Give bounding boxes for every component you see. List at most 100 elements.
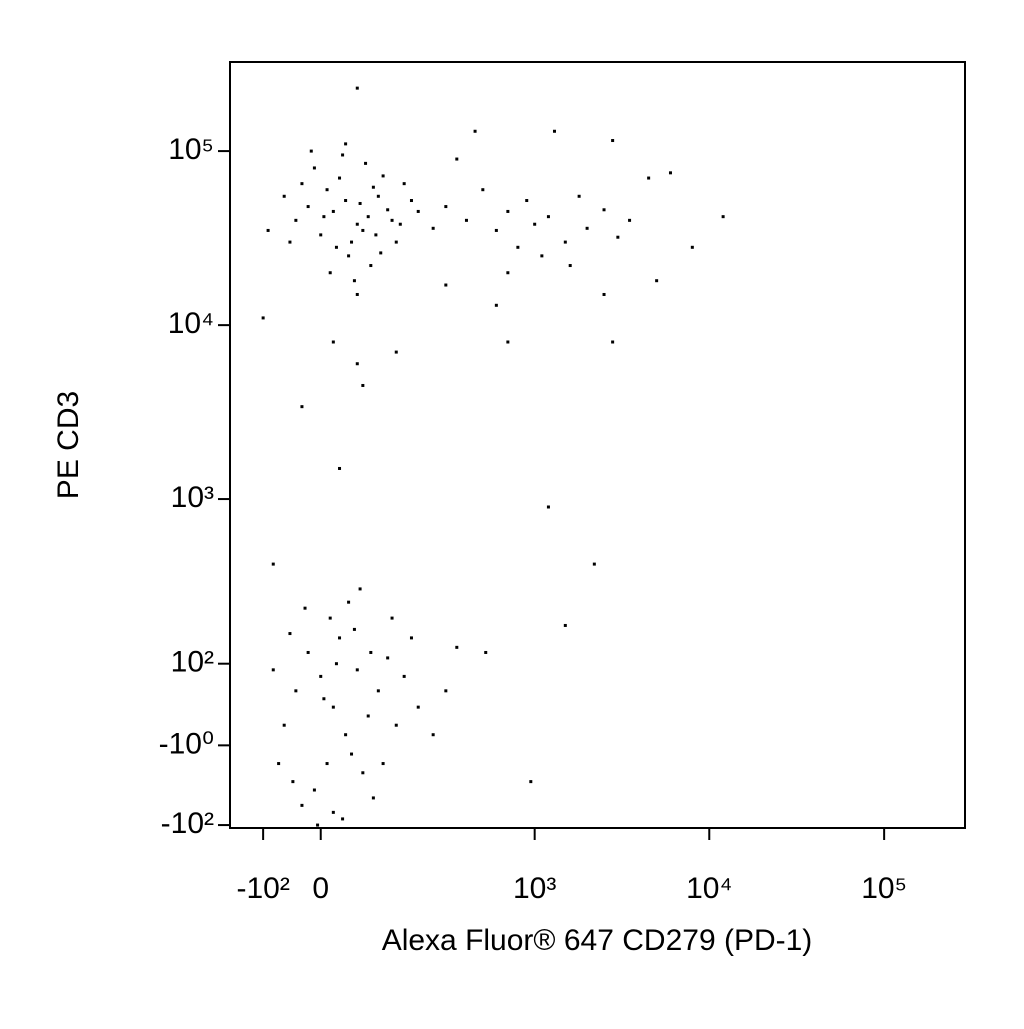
scatter-point [481,188,485,192]
scatter-point [464,218,468,222]
scatter-point [506,340,510,344]
y-tick-label: 10⁴ [168,307,214,340]
scatter-point [271,668,275,672]
scatter-point [402,674,406,678]
scatter-point [386,656,390,660]
scatter-point [355,292,359,296]
scatter-point [647,176,651,180]
scatter-point [529,780,533,784]
scatter-point [379,251,383,255]
scatter-point [402,182,406,186]
scatter-point [261,316,265,320]
y-tick-label: 10² [171,646,214,679]
scatter-point [563,240,567,244]
scatter-point [616,235,620,239]
scatter-point [352,627,356,631]
scatter-point [611,340,615,344]
scatter-point [277,762,281,766]
scatter-point [371,796,375,800]
scatter-point [338,466,342,470]
plot-frame [229,61,966,829]
scatter-point [628,218,632,222]
scatter-point [338,636,342,640]
scatter-point [364,161,368,165]
scatter-point [361,383,365,387]
scatter-point [361,228,365,232]
scatter-point [444,283,448,287]
scatter-point [355,362,359,366]
scatter-point [381,174,385,178]
scatter-point [416,705,420,709]
scatter-point [350,240,354,244]
scatter-point [376,194,380,198]
scatter-point [611,139,615,143]
scatter-point [288,240,292,244]
scatter-point [473,129,477,133]
scatter-point [444,689,448,693]
scatter-point [374,233,378,237]
scatter-point [386,208,390,212]
scatter-point [563,623,567,627]
scatter-point [369,264,373,268]
scatter-point [376,689,380,693]
scatter-point [341,153,345,157]
y-tick-label: -10⁰ [159,727,214,760]
scatter-point [344,199,348,203]
scatter-point [306,205,310,209]
scatter-point [338,176,342,180]
scatter-point [303,606,307,610]
scatter-point [334,245,338,249]
scatter-point [309,149,313,153]
scatter-point [533,222,537,226]
y-axis-label: PE CD3 [52,391,85,499]
scatter-point [366,714,370,718]
scatter-point [331,810,335,814]
scatter-point [300,182,304,186]
scatter-point [398,222,402,226]
scatter-point [331,340,335,344]
scatter-point [350,752,354,756]
scatter-point [455,157,459,161]
scatter-point [552,129,556,133]
scatter-point [361,771,365,775]
scatter-point [306,650,310,654]
scatter-point [721,215,725,219]
scatter-point [328,616,332,620]
x-tick-label: -10² [236,872,289,905]
scatter-point [294,218,298,222]
x-tick-label: 10⁴ [686,872,732,905]
scatter-point [366,215,370,219]
scatter-point [325,762,329,766]
scatter-point [319,233,323,237]
scatter-point [484,650,488,654]
scatter-point [312,788,316,792]
scatter-point [355,222,359,226]
scatter-point [300,405,304,409]
scatter-point [358,587,362,591]
y-tick-label: 10³ [171,481,214,514]
scatter-point [546,215,550,219]
scatter-point [300,803,304,807]
scatter-point [506,271,510,275]
x-tick-label: 10³ [513,872,556,905]
scatter-point [525,199,529,203]
scatter-point [394,723,398,727]
x-axis-label: Alexa Fluor® 647 CD279 (PD-1) [382,924,813,957]
scatter-point [444,205,448,209]
scatter-point [334,662,338,666]
scatter-point [316,823,320,827]
scatter-point [668,171,672,175]
scatter-point [568,264,572,268]
scatter-point [355,668,359,672]
y-tick-label: -10² [161,807,214,840]
scatter-point [282,194,286,198]
scatter-point [312,166,316,170]
scatter-point [494,303,498,307]
scatter-point [585,226,589,230]
scatter-point [344,142,348,146]
scatter-point [266,228,270,232]
scatter-point [288,632,292,636]
scatter-point [416,209,420,213]
scatter-point [291,780,295,784]
scatter-point [390,616,394,620]
